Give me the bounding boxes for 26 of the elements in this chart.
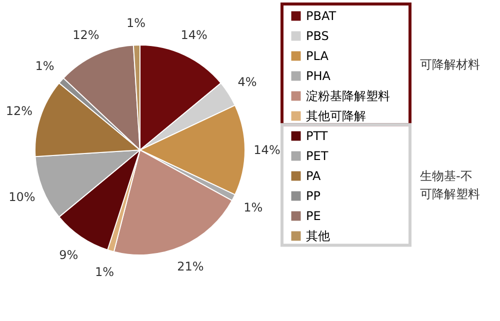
legend-label: PTT: [306, 129, 328, 143]
data-label: 1%: [95, 264, 114, 279]
legend-label: PE: [306, 209, 321, 223]
legend-label: 其他: [306, 229, 330, 243]
legend-label: PET: [306, 149, 329, 163]
data-label: 12%: [6, 104, 33, 118]
data-label: 21%: [177, 260, 204, 274]
data-label: 4%: [238, 74, 257, 89]
data-label: 14%: [180, 28, 208, 42]
legend-label: PLA: [306, 49, 330, 63]
legend-label: 淀粉基降解塑料: [306, 89, 390, 103]
legend-label: PHA: [306, 69, 332, 83]
data-label: 1%: [244, 200, 263, 215]
data-label: 9%: [59, 248, 78, 262]
legend-label: PP: [306, 189, 320, 203]
legend-label: 其他可降解: [306, 109, 366, 123]
data-label: 1%: [35, 59, 54, 74]
text: 可降解材料: [420, 57, 480, 72]
legend-label: PBAT: [306, 9, 337, 23]
legend-label: PBS: [306, 29, 329, 43]
legend-label: PA: [306, 169, 322, 183]
data-label: 10%: [8, 190, 36, 204]
data-label: 14%: [254, 143, 280, 157]
data-label: 1%: [126, 16, 146, 30]
text: 生物基-不可降解塑料: [420, 168, 480, 201]
data-label: 12%: [72, 28, 100, 42]
